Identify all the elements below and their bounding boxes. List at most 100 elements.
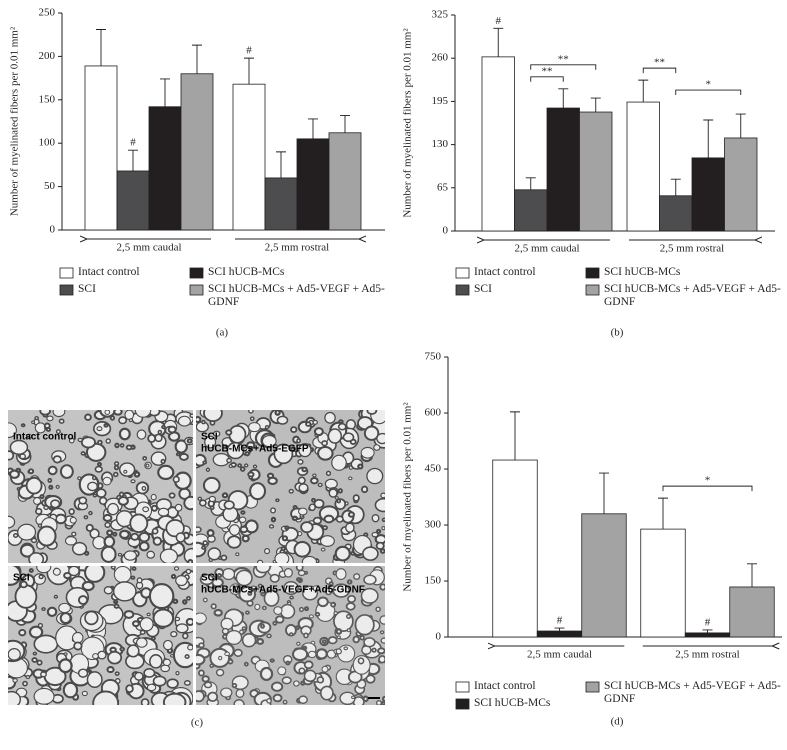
- fiber: [207, 547, 222, 561]
- legend-entry-box: SCI hUCB-MCs + Ad5-VEGF + Ad5-GDNF: [604, 680, 781, 705]
- panel-label: (c): [191, 717, 204, 729]
- fiber: [8, 690, 21, 705]
- fiber: [196, 526, 202, 533]
- fiber: [102, 513, 113, 523]
- fiber: [352, 494, 360, 502]
- fiber: [371, 513, 380, 523]
- fiber: [328, 581, 334, 587]
- fiber: [94, 465, 103, 473]
- fiber: [320, 685, 334, 701]
- fiber: [196, 415, 202, 424]
- fiber: [203, 410, 223, 423]
- fiber: [301, 466, 308, 473]
- fiber: [175, 623, 189, 634]
- fiber: [107, 502, 119, 516]
- significance-label: **: [542, 65, 553, 77]
- fiber: [175, 670, 180, 676]
- y-tick-label: 200: [39, 50, 56, 62]
- fiber: [47, 477, 53, 483]
- fiber: [277, 666, 287, 676]
- fiber: [113, 566, 132, 584]
- fiber: [375, 541, 385, 550]
- fiber: [380, 700, 385, 705]
- fiber: [96, 426, 103, 432]
- fiber: [83, 515, 89, 520]
- fiber: [103, 423, 109, 428]
- fiber: [279, 603, 296, 619]
- fiber: [77, 476, 82, 481]
- fiber: [332, 583, 351, 598]
- fiber: [197, 496, 203, 501]
- error-bar: [308, 118, 318, 139]
- fiber: [352, 655, 371, 675]
- fiber: [85, 523, 94, 532]
- fiber: [272, 693, 283, 703]
- fiber: [149, 654, 163, 669]
- fiber: [321, 639, 327, 644]
- fiber: [360, 485, 369, 494]
- fiber: [77, 595, 89, 605]
- legend-swatch: [59, 267, 74, 279]
- fiber: [198, 669, 205, 677]
- significance-bracket: [530, 64, 597, 70]
- fiber: [113, 464, 120, 471]
- fiber: [226, 441, 245, 460]
- fiber: [275, 498, 280, 503]
- fiber: [36, 566, 52, 574]
- error-bar: [558, 88, 569, 109]
- fiber: [136, 577, 143, 584]
- bar: [579, 111, 613, 232]
- fiber: [88, 510, 93, 516]
- fiber: [300, 680, 306, 686]
- fiber: [350, 551, 356, 556]
- y-tick-label: 750: [425, 351, 442, 363]
- fiber: [289, 595, 294, 600]
- fiber: [138, 541, 150, 552]
- fiber: [142, 456, 148, 461]
- micrograph-label: Intact control: [13, 432, 77, 443]
- fiber: [64, 536, 77, 546]
- fiber: [249, 482, 267, 501]
- fiber: [146, 612, 151, 617]
- legend-entry-box: Intact control: [474, 680, 536, 692]
- fiber: [174, 503, 183, 512]
- fiber: [335, 628, 343, 635]
- bar: [724, 137, 758, 232]
- fiber: [264, 548, 271, 555]
- fiber: [140, 698, 150, 705]
- micrograph: [196, 410, 385, 563]
- significance-marker: #: [246, 45, 252, 57]
- label-backdrop: [520, 648, 599, 661]
- fiber: [119, 529, 130, 539]
- fiber: [146, 550, 156, 559]
- fiber: [173, 566, 180, 571]
- fiber: [160, 458, 166, 465]
- fiber: [352, 635, 360, 644]
- x-tick-label: 2,5 mm caudal: [527, 649, 592, 661]
- fiber: [204, 435, 217, 449]
- fiber: [328, 488, 338, 498]
- fiber: [68, 437, 75, 444]
- y-tick-label: 0: [50, 224, 56, 236]
- fiber: [380, 492, 385, 499]
- fiber: [321, 440, 328, 447]
- fiber: [77, 437, 83, 443]
- fiber: [36, 659, 43, 666]
- error-bar: [747, 563, 757, 587]
- fiber: [235, 552, 240, 557]
- micrograph: [8, 410, 193, 563]
- fiber: [325, 470, 332, 477]
- panel-label: (a): [216, 327, 229, 339]
- fiber: [284, 525, 290, 531]
- fiber: [80, 451, 86, 456]
- fiber: [222, 568, 236, 581]
- fiber: [113, 461, 120, 467]
- bar: [729, 586, 775, 638]
- fiber: [63, 652, 68, 656]
- fiber: [69, 516, 77, 524]
- legend-swatch: [585, 284, 600, 296]
- fiber: [354, 614, 375, 636]
- fiber: [126, 644, 140, 658]
- error-bar: [658, 497, 668, 530]
- fiber: [113, 410, 123, 416]
